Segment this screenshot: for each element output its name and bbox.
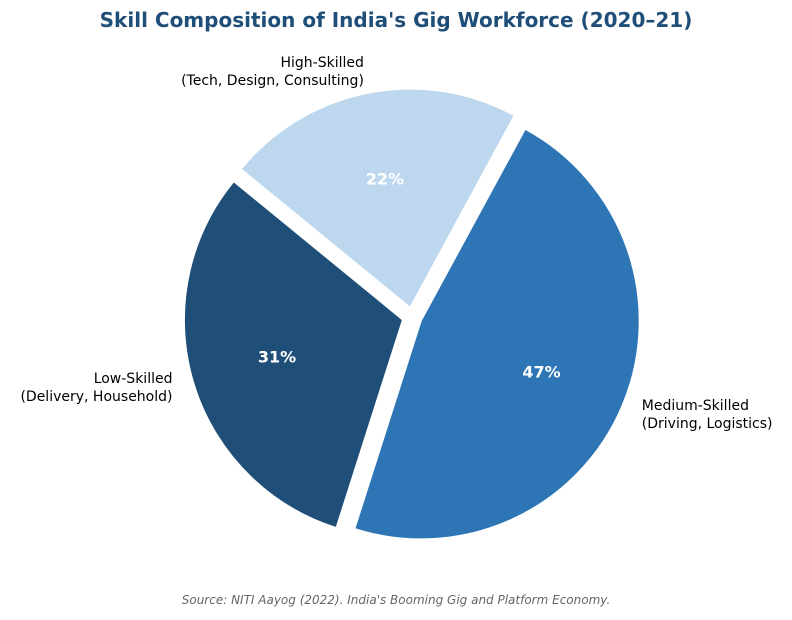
category-label-low-skilled: Low-Skilled (Delivery, Household) — [20, 371, 172, 405]
category-label-high-skilled: High-Skilled (Tech, Design, Consulting) — [181, 55, 364, 89]
chart-title: Skill Composition of India's Gig Workfor… — [99, 8, 693, 32]
pie-slices — [183, 88, 640, 540]
value-label-high-skilled: 22% — [366, 169, 404, 188]
value-label-medium-skilled: 47% — [522, 363, 560, 382]
pie-slice-high-skilled — [240, 88, 515, 308]
value-label-low-skilled: 31% — [258, 347, 296, 366]
source-note: Source: NITI Aayog (2022). India's Boomi… — [181, 593, 611, 607]
pie-slice-low-skilled — [183, 181, 403, 529]
category-label-medium-skilled: Medium-Skilled (Driving, Logistics) — [642, 398, 773, 432]
pie-slice-medium-skilled — [354, 128, 640, 540]
pie-value-labels: 47% 31% 22% — [258, 169, 561, 381]
pie-category-labels: Medium-Skilled (Driving, Logistics) Low-Sk… — [20, 55, 772, 432]
